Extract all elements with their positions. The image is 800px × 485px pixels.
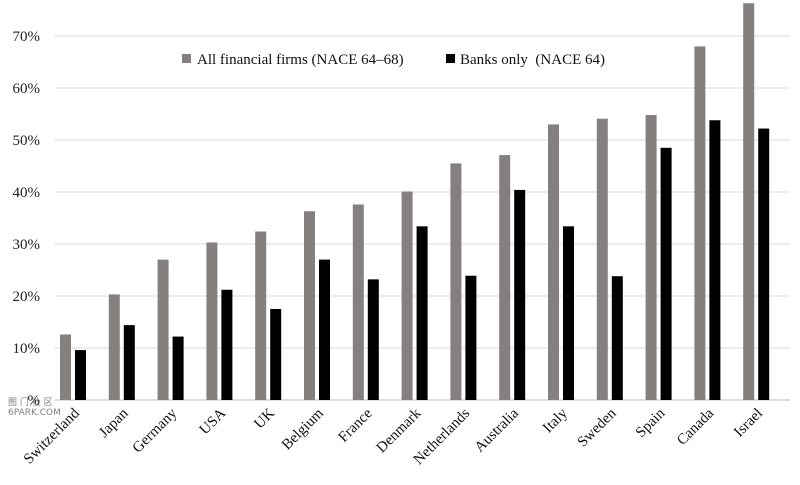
x-tick-label-france: France [335, 405, 375, 445]
y-tick-label: 70% [13, 29, 41, 45]
bar-banks-only-japan [123, 325, 135, 400]
bar-banks-only-belgium [319, 259, 330, 400]
bar-banks-only-australia [514, 189, 526, 400]
bar-banks-only-france [367, 279, 379, 400]
bar-all-financial-usa [206, 242, 218, 400]
x-tick-label-sweden: Sweden [575, 405, 620, 450]
bar-all-financial-spain [645, 115, 657, 400]
x-tick-label-uk: UK [251, 405, 278, 432]
bar-banks-only-denmark [416, 226, 428, 400]
x-tick-label-japan: Japan [96, 405, 132, 441]
bar-all-financial-switzerland [60, 334, 71, 400]
bar-all-financial-italy [548, 124, 559, 401]
bar-banks-only-israel [758, 128, 770, 400]
bar-all-financial-japan [108, 294, 120, 400]
bar-banks-only-uk [270, 309, 282, 400]
x-tick-label-canada: Canada [674, 405, 717, 448]
y-tick-label: 10% [13, 341, 41, 357]
y-tick-label: 20% [13, 289, 41, 305]
watermark: 图 门 社 区 6PARK.COM [8, 398, 61, 418]
bar-banks-only-canada [709, 120, 721, 401]
bar-all-financial-uk [255, 231, 267, 400]
bars [60, 3, 770, 401]
x-tick-label-usa: USA [197, 405, 230, 438]
bar-banks-only-usa [221, 289, 233, 400]
x-tick-label-belgium: Belgium [279, 405, 327, 453]
y-tick-label: 50% [13, 133, 41, 149]
bar-all-financial-belgium [304, 211, 315, 400]
bar-all-financial-denmark [401, 191, 413, 400]
y-tick-label: 60% [13, 81, 41, 97]
x-tick-label-denmark: Denmark [374, 405, 425, 456]
legend: All financial firms (NACE 64–68) Banks o… [182, 52, 605, 68]
bar-banks-only-netherlands [465, 275, 477, 400]
x-tick-label-israel: Israel [731, 406, 766, 441]
y-tick-label: 30% [13, 237, 41, 253]
bar-all-financial-germany [157, 259, 169, 400]
bar-all-financial-israel [743, 3, 755, 401]
legend-swatch-all-financial [182, 54, 191, 63]
legend-swatch-banks-only [446, 54, 455, 63]
bar-banks-only-sweden [611, 276, 623, 400]
watermark-line-2: 6PARK.COM [8, 408, 61, 418]
x-tick-label-germany: Germany [130, 405, 181, 456]
bar-all-financial-australia [499, 155, 511, 400]
legend-label-all-financial: All financial firms (NACE 64–68) [197, 52, 404, 68]
bar-all-financial-netherlands [450, 163, 462, 400]
bar-banks-only-spain [660, 147, 672, 400]
x-tick-label-australia: Australia [472, 405, 522, 455]
bar-banks-only-switzerland [75, 350, 86, 400]
y-axis-tick-labels: % 10% 20% 30% 40% 50% 60% 70% [13, 29, 41, 409]
bar-all-financial-sweden [596, 118, 608, 401]
x-tick-label-italy: Italy [540, 405, 571, 436]
watermark-line-1: 图 门 社 区 [8, 398, 53, 408]
x-tick-label-spain: Spain [633, 405, 669, 441]
bar-banks-only-germany [172, 336, 184, 400]
y-tick-label: 40% [13, 185, 41, 201]
y-tick-label: % [28, 393, 41, 409]
bar-all-financial-france [352, 204, 364, 400]
bar-banks-only-italy [563, 226, 574, 400]
legend-label-banks-only: Banks only (NACE 64) [460, 52, 605, 68]
bar-all-financial-canada [694, 46, 706, 401]
